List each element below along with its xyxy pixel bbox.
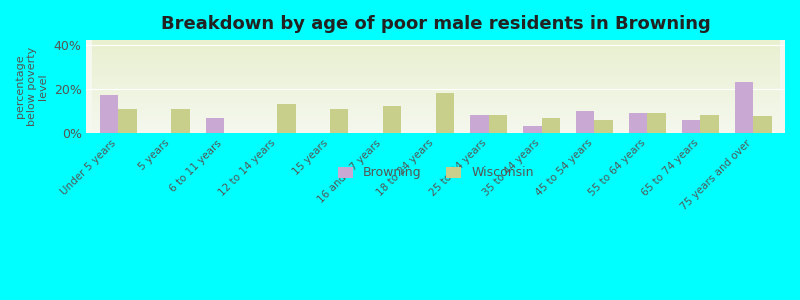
Bar — [576, 111, 594, 133]
Bar — [489, 115, 507, 133]
Title: Breakdown by age of poor male residents in Browning: Breakdown by age of poor male residents … — [161, 15, 710, 33]
Bar — [383, 106, 402, 133]
Bar — [754, 116, 772, 133]
Legend: Browning, Wisconsin: Browning, Wisconsin — [333, 161, 539, 184]
Bar — [523, 126, 542, 133]
Bar — [594, 120, 613, 133]
Bar — [682, 120, 700, 133]
Bar — [100, 95, 118, 133]
Bar — [647, 113, 666, 133]
Bar — [700, 115, 719, 133]
Bar — [629, 113, 647, 133]
Bar — [277, 104, 295, 133]
Bar — [470, 115, 489, 133]
Y-axis label: percentage
below poverty
level: percentage below poverty level — [15, 47, 48, 126]
Bar — [171, 109, 190, 133]
Bar — [330, 109, 349, 133]
Bar — [734, 82, 754, 133]
Bar — [436, 93, 454, 133]
Bar — [542, 118, 560, 133]
Bar — [118, 109, 137, 133]
Bar — [206, 118, 224, 133]
